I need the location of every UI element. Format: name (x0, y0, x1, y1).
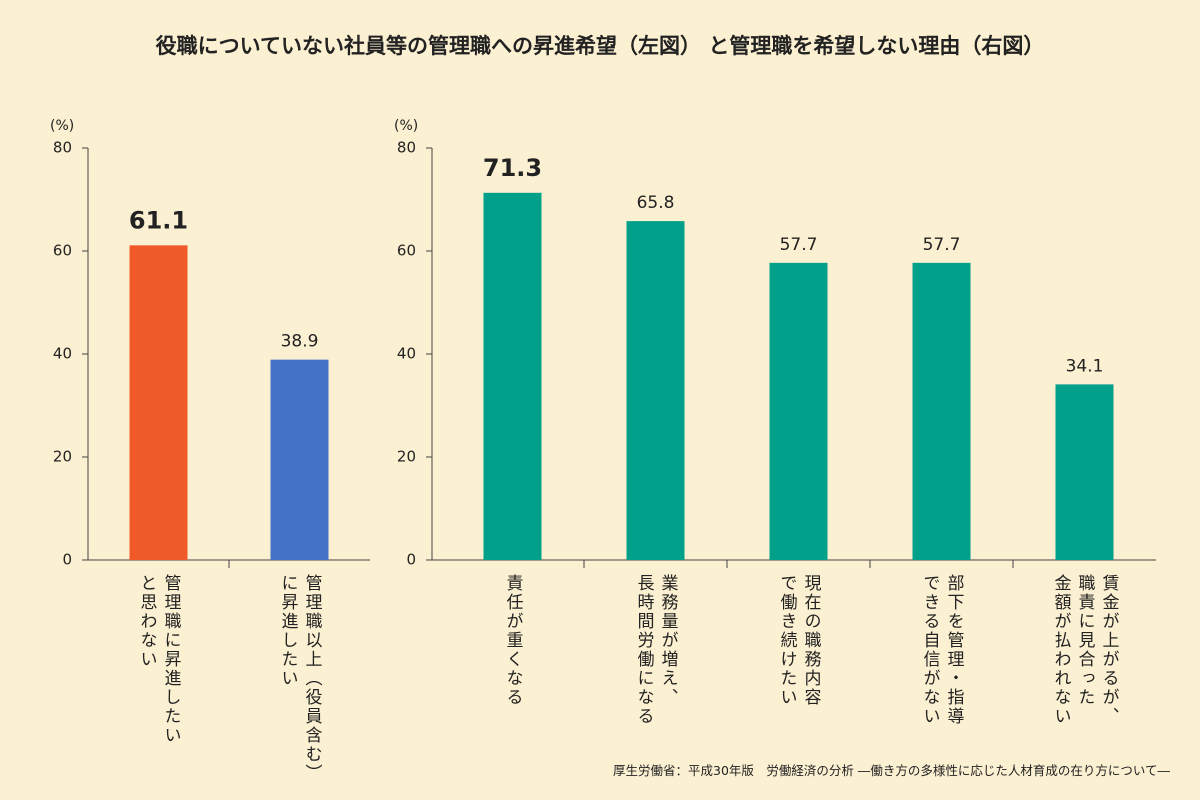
x-tick-label: 部下を管理・指導 できる自信がない (919, 574, 964, 726)
bar (129, 245, 188, 560)
y-tick-label: 60 (397, 242, 416, 260)
y-tick-label: 60 (53, 242, 72, 260)
x-tick-label: 管理職に昇進したい と思わない (136, 574, 181, 745)
y-tick-label: 0 (62, 551, 72, 569)
value-label: 38.9 (281, 332, 319, 352)
y-tick-label: 20 (397, 448, 416, 466)
value-label: 65.8 (637, 193, 675, 213)
y-tick-label: 0 (406, 551, 416, 569)
y-axis-label: (%) (50, 118, 74, 134)
y-tick-label: 20 (53, 448, 72, 466)
x-tick-label: 現在の職務内容 で働き続けたい (776, 574, 821, 707)
y-tick-label: 40 (397, 345, 416, 363)
x-tick-label: 賃金が上がるが、 職責に見合った 金額が払われない (1050, 574, 1119, 726)
bar (912, 262, 971, 560)
value-label: 57.7 (780, 235, 818, 255)
y-tick-label: 40 (53, 345, 72, 363)
y-tick-label: 80 (397, 139, 416, 157)
value-label: 34.1 (1066, 356, 1104, 376)
source-note: 厚生労働省：平成30年版 労働経済の分析 ―働き方の多様性に応じた人材育成の在り… (612, 763, 1170, 778)
bar (626, 221, 685, 560)
value-label: 71.3 (483, 154, 542, 182)
y-tick-label: 80 (53, 139, 72, 157)
bar (270, 359, 329, 560)
x-tick-label: 管理職以上（役員含む） に昇進したい (277, 574, 322, 783)
bar (1055, 384, 1114, 560)
bar (769, 262, 828, 560)
chart-title: 役職についていない社員等の管理職への昇進希望（左図） と管理職を希望しない理由（… (155, 34, 1045, 58)
x-tick-label: 業務量が増え、 長時間労働になる (633, 574, 678, 726)
value-label: 57.7 (923, 235, 961, 255)
bar (483, 192, 542, 560)
x-tick-label: 責任が重くなる (502, 574, 523, 707)
y-axis-label: (%) (394, 118, 418, 134)
value-label: 61.1 (129, 206, 188, 234)
